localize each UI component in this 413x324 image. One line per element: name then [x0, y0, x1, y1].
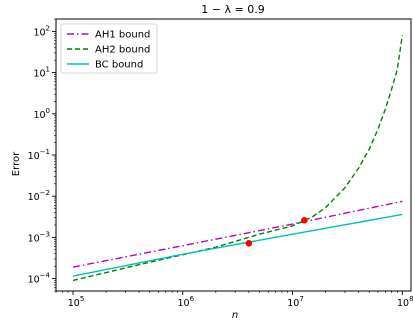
y-tick-label-exponent: −1 [40, 148, 50, 156]
y-tick-label: 10−3 [28, 230, 50, 244]
legend-label: AH2 bound [95, 45, 150, 56]
y-tick-label-exponent: 0 [46, 107, 50, 115]
y-tick-label-exponent: −2 [40, 189, 50, 197]
intersection-point [245, 239, 253, 247]
series-line-ah2-bound [72, 35, 404, 282]
x-tick-label-base: 10 [177, 298, 189, 309]
plot-area [72, 35, 404, 282]
x-tick-label-exponent: 7 [299, 295, 303, 303]
y-tick-label: 102 [33, 24, 50, 38]
y-axis-label: Error [11, 151, 22, 176]
y-tick-label-exponent: −4 [40, 272, 51, 280]
x-tick-label: 107 [287, 295, 304, 309]
legend-label: AH1 bound [95, 30, 150, 41]
x-tick-label: 105 [68, 295, 85, 309]
y-tick-label-exponent: −3 [40, 230, 50, 238]
legend-box [60, 23, 158, 74]
y-tick-label: 100 [33, 107, 50, 121]
y-tick-label-base: 10 [33, 110, 45, 121]
y-tick-label-base: 10 [28, 192, 40, 203]
y-tick-label: 10−2 [28, 189, 50, 203]
x-tick-label-base: 10 [397, 298, 409, 309]
x-axis: 105 106 107 108 [55, 291, 413, 309]
y-tick-label: 10−4 [28, 272, 51, 286]
x-tick-label-base: 10 [68, 298, 80, 309]
y-tick-label-base: 10 [28, 233, 40, 244]
series-line-bc-bound [72, 213, 403, 277]
y-tick-label-base: 10 [28, 151, 40, 162]
x-tick-label-exponent: 5 [80, 295, 84, 303]
legend-label: BC bound [95, 60, 143, 71]
y-tick-label-exponent: 1 [46, 66, 50, 74]
y-tick-label-base: 10 [33, 27, 45, 38]
intersection-point [301, 217, 308, 224]
y-tick-label-exponent: 2 [46, 24, 50, 32]
series-line-ah1-bound [72, 200, 403, 268]
x-axis-label: n [232, 310, 238, 321]
y-tick-label: 10−1 [28, 148, 50, 162]
x-tick-label-base: 10 [287, 298, 299, 309]
chart-title: 1 − λ = 0.9 [201, 3, 264, 16]
y-tick-label-base: 10 [28, 275, 40, 286]
x-tick-label-exponent: 8 [409, 295, 413, 303]
legend: AH1 bound AH2 bound BC bound [60, 23, 158, 74]
x-tick-label-exponent: 6 [190, 295, 195, 303]
y-tick-label: 101 [33, 66, 50, 80]
x-tick-label: 106 [177, 295, 194, 309]
y-tick-label-base: 10 [33, 69, 45, 80]
x-tick-label: 108 [397, 295, 413, 309]
